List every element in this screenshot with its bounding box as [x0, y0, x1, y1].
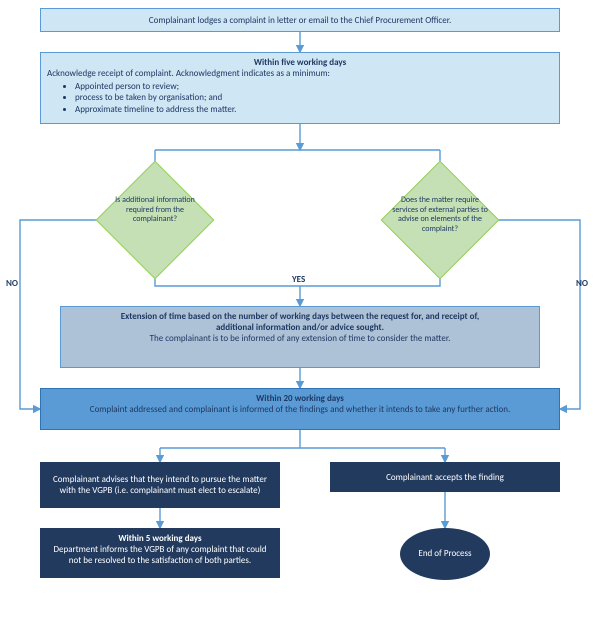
node-escalate-text: Complainant advises that they intend to … [47, 474, 273, 496]
node-extension-sub: The complainant is to be informed of any… [67, 333, 533, 344]
node-extension: Extension of time based on the number of… [60, 306, 540, 368]
node-start: Complainant lodges a complaint in letter… [40, 8, 560, 32]
label-yes: YES [292, 274, 305, 285]
bullet: Approximate timeline to address the matt… [75, 104, 553, 115]
node-end-text: End of Process [418, 549, 471, 560]
bullet: process to be taken by organisation; and [75, 92, 553, 103]
node-ack: Within five working days Acknowledge rec… [40, 52, 560, 124]
label-no-left: NO [6, 278, 18, 289]
diamond-text: Does the matter require services of exte… [380, 196, 500, 234]
node-within5-sub: Department informs the VGPB of any compl… [47, 544, 273, 566]
node-decision-external-parties: Does the matter require services of exte… [380, 160, 500, 280]
bullet: Appointed person to review; [75, 81, 553, 92]
node-accept-text: Complainant accepts the finding [386, 472, 504, 483]
node-start-text: Complainant lodges a complaint in letter… [149, 15, 451, 26]
node-extension-heading: Extension of time based on the number of… [67, 311, 533, 333]
label-no-right: NO [576, 278, 588, 289]
node-within20-heading: Within 20 working days [47, 393, 553, 404]
node-within20: Within 20 working days Complaint address… [40, 388, 560, 430]
node-accept: Complainant accepts the finding [330, 462, 560, 492]
node-within5: Within 5 working days Department informs… [40, 528, 280, 578]
diamond-text: Is additional information required from … [95, 196, 215, 225]
node-escalate: Complainant advises that they intend to … [40, 462, 280, 508]
node-ack-heading: Within five working days [47, 57, 553, 68]
node-ack-lead: Acknowledge receipt of complaint. Acknow… [47, 68, 553, 79]
node-within20-sub: Complaint addressed and complainant is i… [47, 404, 553, 415]
node-ack-bullets: Appointed person to review; process to b… [75, 81, 553, 115]
node-end: End of Process [400, 528, 490, 580]
node-within5-heading: Within 5 working days [47, 533, 273, 544]
node-decision-additional-info: Is additional information required from … [95, 160, 215, 280]
